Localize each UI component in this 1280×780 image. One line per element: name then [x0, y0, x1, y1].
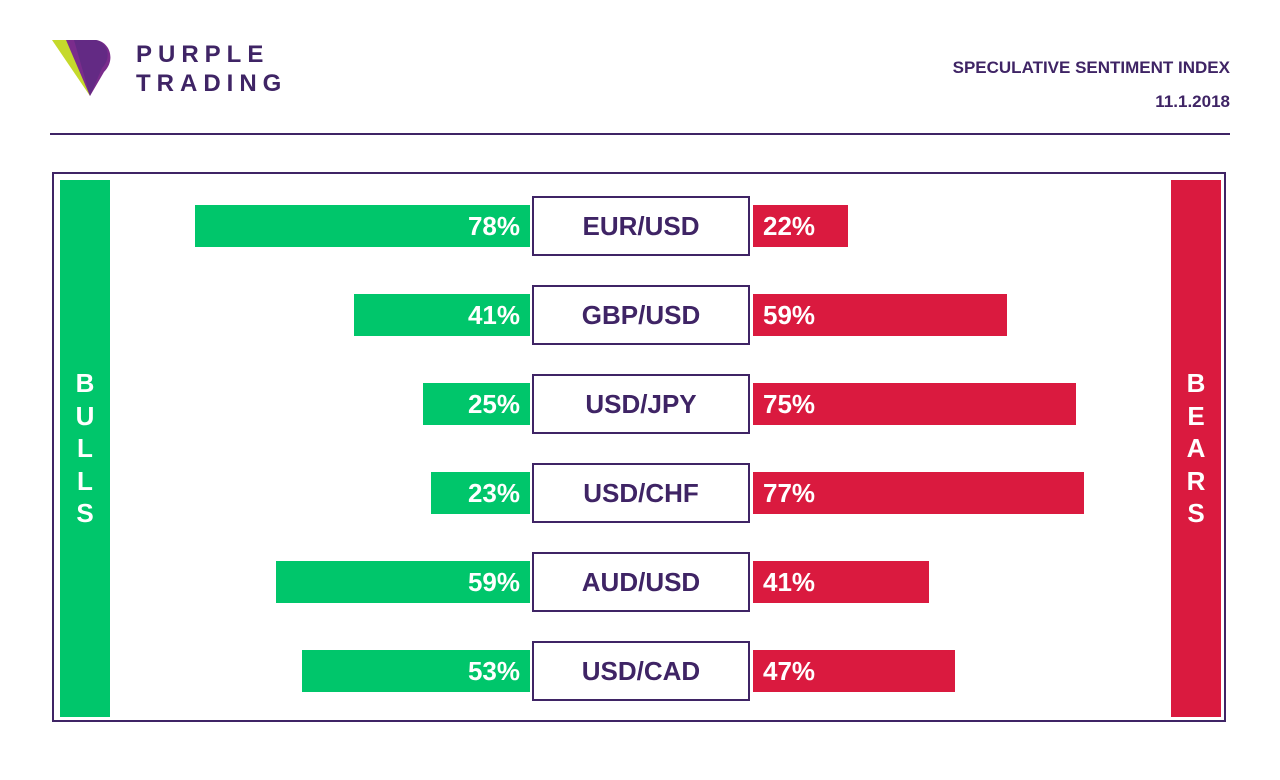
brand-name: PURPLE TRADING — [136, 40, 287, 98]
brand-line-2: TRADING — [136, 70, 288, 97]
sentiment-row: 25% USD/JPY 75% — [0, 374, 1280, 434]
bull-bar: 23% — [431, 472, 530, 514]
sentiment-row: 53% USD/CAD 47% — [0, 641, 1280, 701]
currency-pair-label: USD/JPY — [532, 374, 750, 434]
bears-letter: S — [1187, 498, 1205, 529]
currency-pair-label: EUR/USD — [532, 196, 750, 256]
currency-pair-label: GBP/USD — [532, 285, 750, 345]
bull-bar: 78% — [194, 205, 530, 247]
currency-pair-label: USD/CAD — [532, 641, 750, 701]
currency-pair-label: USD/CHF — [532, 463, 750, 523]
bulls-letter: B — [75, 368, 95, 399]
brand-line-1: PURPLE — [136, 41, 270, 68]
purple-trading-logo — [52, 40, 111, 96]
page-title: SPECULATIVE SENTIMENT INDEX — [952, 58, 1230, 77]
bears-letter: B — [1186, 368, 1206, 399]
bull-bar: 59% — [276, 561, 530, 603]
bull-bar: 53% — [302, 650, 530, 692]
bear-bar: 41% — [753, 561, 930, 603]
sentiment-row: 59% AUD/USD 41% — [0, 552, 1280, 612]
sentiment-row: 23% USD/CHF 77% — [0, 463, 1280, 523]
bears-letter: E — [1187, 400, 1205, 431]
bulls-letter: U — [75, 400, 95, 431]
bull-bar: 25% — [422, 383, 530, 425]
bear-bar: 77% — [753, 472, 1085, 514]
currency-pair-label: AUD/USD — [532, 552, 750, 612]
bulls-letter: L — [77, 465, 93, 496]
sentiment-row: 41% GBP/USD 59% — [0, 285, 1280, 345]
sentiment-row: 78% EUR/USD 22% — [0, 196, 1280, 256]
chart-frame — [52, 172, 1226, 722]
header-divider — [50, 133, 1230, 135]
bulls-letter: S — [76, 498, 94, 529]
bears-letter: A — [1186, 433, 1206, 464]
report-date: 11.1.2018 — [1155, 92, 1230, 111]
bears-letter: R — [1186, 465, 1206, 496]
bear-bar: 59% — [753, 294, 1007, 336]
bulls-letter: L — [77, 433, 93, 464]
bear-bar: 22% — [753, 205, 848, 247]
bear-bar: 47% — [753, 650, 956, 692]
bull-bar: 41% — [353, 294, 530, 336]
bear-bar: 75% — [753, 383, 1076, 425]
